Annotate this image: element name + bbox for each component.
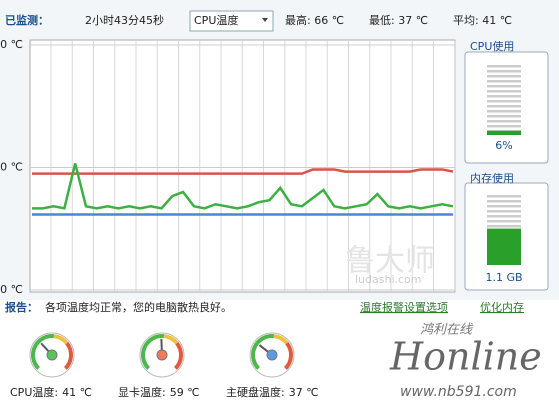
y-tick-label: 0 ℃: [0, 283, 23, 296]
watermark-url: www.nb591.com: [400, 384, 517, 400]
monitor-label: 已监测：: [5, 13, 49, 27]
watermark-site: ludashi.com: [355, 273, 422, 286]
alarm-settings-link[interactable]: 温度报警设置选项: [360, 300, 448, 314]
cpu-usage-title: CPU使用: [470, 40, 514, 53]
usage-slot: [487, 75, 521, 78]
usage-slot: [487, 100, 521, 103]
grid-vertical: [50, 41, 456, 291]
usage-slot: [487, 95, 521, 98]
usage-slot: [487, 125, 521, 128]
usage-slot: [487, 205, 521, 208]
usage-slot: [487, 70, 521, 73]
gauge-value: 41 ℃: [62, 386, 92, 399]
gauge-label: 主硬盘温度:: [226, 385, 285, 399]
gauge-arc: [31, 334, 55, 370]
usage-slot: [487, 110, 521, 113]
stat-max: 最高: 66 ℃: [285, 13, 344, 27]
usage-slot: [487, 90, 521, 93]
memory-usage-bar: [487, 228, 521, 265]
report-message: 各项温度均正常，您的电脑散热良好。: [45, 300, 232, 314]
usage-slot: [487, 200, 521, 203]
gauge-label: 显卡温度:: [118, 385, 166, 399]
y-tick-label: 120 ℃: [0, 38, 23, 51]
usage-slot: [487, 210, 521, 213]
gauge-label: CPU温度:: [10, 385, 58, 399]
usage-slot: [487, 225, 521, 228]
gauge-arc: [163, 334, 179, 345]
memory-usage-title: 内存使用: [470, 171, 514, 185]
stat-avg: 平均: 41 ℃: [453, 14, 512, 27]
usage-slot: [487, 105, 521, 108]
cpu-usage-value: 6%: [495, 139, 512, 152]
usage-slot: [487, 65, 521, 68]
usage-slot: [487, 115, 521, 118]
gauge-value: 37 ℃: [289, 386, 319, 399]
memory-usage-value: 1.1 GB: [485, 271, 522, 284]
usage-slot: [487, 85, 521, 88]
gauge-arc: [173, 341, 183, 370]
dropdown[interactable]: [189, 10, 274, 32]
series-line: [32, 163, 454, 210]
stat-min: 最低: 37 ℃: [369, 14, 428, 27]
usage-slot: [487, 220, 521, 223]
series-line: [32, 168, 454, 175]
gauge-hub: [156, 349, 168, 361]
usage-slot: [487, 215, 521, 218]
dropdown-text[interactable]: CPU温度: [194, 13, 238, 27]
report-label: 报告：: [5, 300, 38, 314]
monitor-time: 2小时43分45秒: [85, 13, 164, 27]
gauge-value: 59 ℃: [170, 386, 200, 399]
watermark-logo-cn: 鸿利在线: [420, 323, 473, 338]
dropdown-arrow[interactable]: [262, 18, 268, 22]
watermark-logo: Honline: [389, 335, 542, 379]
gauge-arc: [141, 334, 165, 370]
y-tick-label: 60 ℃: [0, 161, 23, 174]
gauge-arc: [63, 341, 73, 370]
gauge-hub: [266, 349, 278, 361]
gauge-arc: [283, 341, 293, 370]
cpu-usage-bar: [487, 130, 521, 135]
gauge-hub: [46, 349, 58, 361]
optimize-memory-link[interactable]: 优化内存: [480, 300, 524, 314]
watermark-brand: 鲁大师: [345, 244, 435, 279]
usage-slot: [487, 80, 521, 83]
gauge-arc: [273, 334, 289, 345]
gauge-arc: [251, 334, 275, 370]
usage-slot: [487, 120, 521, 123]
gauge-arc: [53, 334, 69, 345]
usage-slot: [487, 195, 521, 198]
